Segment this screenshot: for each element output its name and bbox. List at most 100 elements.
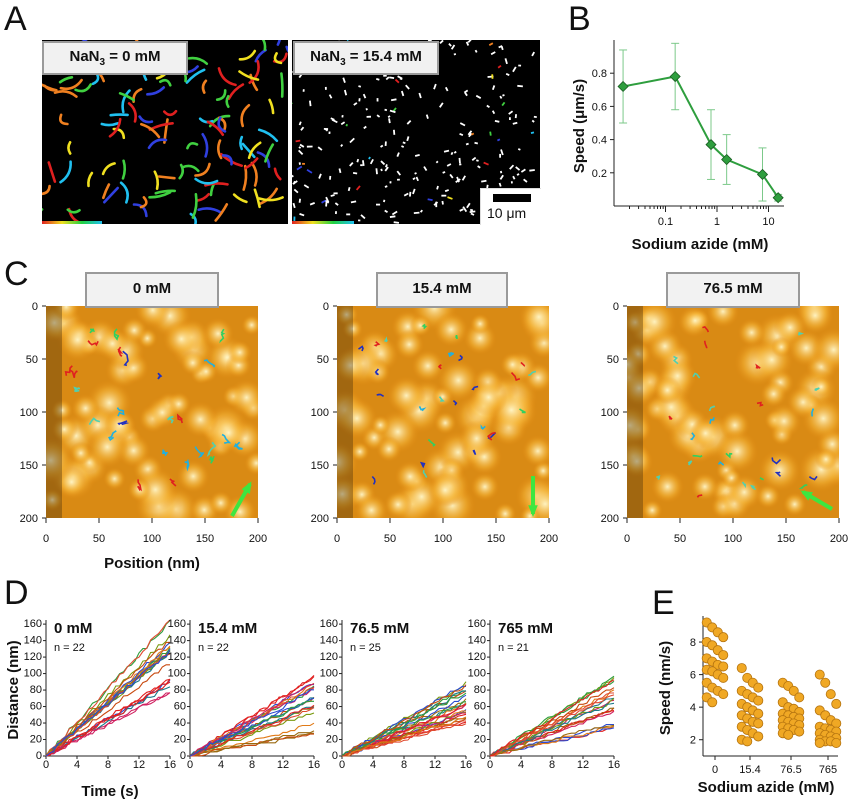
filament-spot bbox=[325, 200, 328, 207]
y-tick-label-c: 150 bbox=[311, 460, 329, 472]
filament-track bbox=[215, 89, 227, 101]
filament-spot bbox=[298, 162, 301, 165]
filament-spot bbox=[306, 145, 313, 148]
filament-spot bbox=[388, 118, 391, 124]
filament-spot bbox=[340, 144, 344, 148]
molecule-track bbox=[373, 341, 381, 347]
filament-spot bbox=[446, 163, 452, 167]
y-tick-label-c: 100 bbox=[601, 407, 619, 419]
filament-spot bbox=[476, 159, 479, 162]
filament-spot bbox=[376, 114, 381, 118]
filament-spot bbox=[418, 92, 422, 99]
filament-spot bbox=[384, 209, 388, 213]
x-tick-label-d: 16 bbox=[608, 759, 620, 771]
filament-spot bbox=[333, 192, 338, 195]
filament-track bbox=[232, 193, 248, 204]
filament-spot bbox=[450, 151, 454, 156]
filament-spot bbox=[471, 132, 475, 136]
afm-bump bbox=[51, 415, 78, 443]
filament-track bbox=[201, 79, 208, 94]
filament-spot bbox=[498, 182, 502, 187]
filament-track bbox=[189, 212, 197, 224]
filament-spot bbox=[459, 133, 464, 137]
afm-bump bbox=[182, 401, 219, 438]
y-tick-label-b: 0.6 bbox=[592, 101, 607, 113]
filament-track bbox=[191, 193, 198, 219]
x-tick-label-c: 200 bbox=[830, 533, 848, 545]
afm-bump bbox=[227, 340, 252, 365]
filament-spot bbox=[412, 188, 416, 195]
panel-letter-e: E bbox=[652, 584, 675, 622]
filament-spot bbox=[338, 168, 342, 174]
filament-spot bbox=[412, 177, 416, 181]
filament-spot bbox=[481, 179, 487, 183]
molecule-track bbox=[371, 475, 376, 485]
filament-spot bbox=[406, 120, 412, 125]
x-tick-label-c: 0 bbox=[43, 533, 49, 545]
filament-spot bbox=[349, 161, 354, 167]
molecule-track bbox=[702, 325, 710, 333]
filament-spot bbox=[455, 178, 461, 184]
y-tick-label-c: 150 bbox=[20, 460, 38, 472]
data-point-b bbox=[721, 153, 733, 166]
filament-spot bbox=[296, 165, 303, 171]
data-point-b bbox=[772, 192, 784, 204]
trajectory-line bbox=[189, 730, 315, 757]
x-tick-label-e: 15.4 bbox=[739, 764, 760, 776]
filament-spot bbox=[496, 138, 501, 142]
molecule-track bbox=[487, 431, 496, 441]
filament-track bbox=[196, 192, 210, 202]
molecule-track bbox=[422, 470, 428, 478]
x-tick-label-b: 10 bbox=[762, 216, 774, 228]
afm-bump bbox=[627, 348, 644, 381]
afm-surface bbox=[627, 306, 839, 518]
molecule-track bbox=[472, 449, 477, 456]
y-tick-label-e: 8 bbox=[690, 637, 696, 649]
filament-spot bbox=[497, 64, 502, 69]
chart-e: 2 4 6 8 0 15.4 76.5 765 Speed (nm/s) Sodium azide… bbox=[657, 616, 842, 796]
molecule-track bbox=[703, 340, 708, 349]
data-point-e bbox=[718, 661, 729, 672]
filament-spot bbox=[458, 163, 462, 166]
data-point-e bbox=[718, 632, 729, 643]
y-tick-label-d: 80 bbox=[326, 684, 338, 696]
molecule-track bbox=[421, 323, 428, 330]
filament-spot bbox=[441, 194, 447, 197]
filament-spot bbox=[499, 153, 501, 158]
filament-spot bbox=[299, 213, 305, 217]
y-tick-label-d: 120 bbox=[320, 651, 338, 663]
afm-bump bbox=[715, 429, 759, 473]
afm-bump bbox=[337, 397, 378, 440]
filament-spot bbox=[515, 166, 521, 171]
y-tick-label-d: 40 bbox=[174, 717, 186, 729]
filament-track bbox=[227, 83, 245, 100]
molecule-track bbox=[749, 484, 756, 491]
molecule-track bbox=[725, 452, 733, 459]
x-tick-label-d: 8 bbox=[401, 759, 407, 771]
filament-spot bbox=[384, 141, 387, 146]
x-tick-label-d: 12 bbox=[277, 759, 289, 771]
y-tick-label-d: 160 bbox=[168, 618, 186, 630]
afm-bump bbox=[176, 459, 210, 493]
filament-spot bbox=[517, 84, 523, 88]
afm-bump bbox=[104, 408, 136, 441]
scalebar-box: 10 μm bbox=[480, 188, 541, 225]
afm-bump bbox=[726, 474, 763, 511]
y-tick-label-c: 0 bbox=[613, 301, 619, 313]
y-axis-title-d: Distance (nm) bbox=[5, 640, 22, 739]
afm-bump bbox=[394, 329, 425, 360]
filament-spot bbox=[489, 131, 492, 136]
afm-bump bbox=[146, 396, 179, 429]
y-tick-label-d: 0 bbox=[36, 750, 42, 762]
filament-spot bbox=[461, 175, 466, 181]
filament-track bbox=[261, 40, 267, 51]
molecule-track bbox=[471, 385, 479, 391]
molecule-track bbox=[656, 475, 661, 480]
filament-track bbox=[221, 154, 233, 166]
afm-bump bbox=[782, 492, 807, 517]
direction-arrow-head bbox=[241, 481, 252, 494]
filament-spot bbox=[530, 131, 535, 135]
filament-track bbox=[67, 141, 72, 155]
molecule-track bbox=[673, 355, 679, 365]
